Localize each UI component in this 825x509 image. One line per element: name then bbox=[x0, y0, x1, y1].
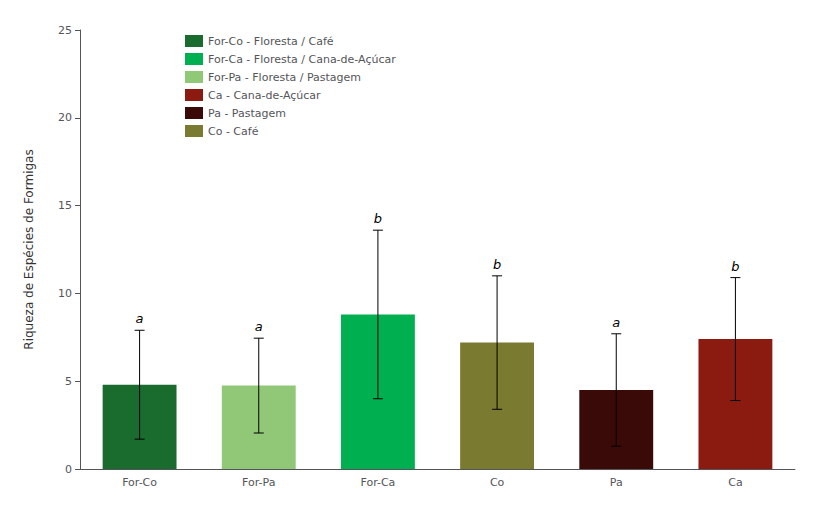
svg-text:For-Co: For-Co bbox=[122, 476, 157, 489]
svg-text:a: a bbox=[612, 315, 620, 330]
svg-text:For-Pa - Floresta / Pastagem: For-Pa - Floresta / Pastagem bbox=[208, 71, 361, 84]
svg-text:a: a bbox=[136, 311, 144, 326]
svg-text:For-Co - Floresta / Café: For-Co - Floresta / Café bbox=[208, 35, 334, 48]
svg-text:Pa: Pa bbox=[610, 476, 623, 489]
svg-text:15: 15 bbox=[58, 199, 72, 212]
svg-text:Pa - Pastagem: Pa - Pastagem bbox=[208, 107, 286, 120]
svg-text:Ca: Ca bbox=[728, 476, 742, 489]
svg-text:Co - Café: Co - Café bbox=[208, 125, 259, 138]
svg-text:b: b bbox=[731, 259, 739, 274]
svg-text:Ca - Cana-de-Açúcar: Ca - Cana-de-Açúcar bbox=[208, 89, 321, 102]
svg-text:For-Ca: For-Ca bbox=[360, 476, 395, 489]
svg-text:b: b bbox=[493, 257, 501, 272]
svg-text:5: 5 bbox=[65, 375, 72, 388]
svg-text:For-Ca - Floresta / Cana-de-Aç: For-Ca - Floresta / Cana-de-Açúcar bbox=[208, 53, 396, 66]
svg-text:For-Pa: For-Pa bbox=[242, 476, 275, 489]
svg-text:10: 10 bbox=[58, 287, 72, 300]
svg-text:b: b bbox=[374, 211, 382, 226]
svg-text:Riqueza de Espécies de Formiga: Riqueza de Espécies de Formigas bbox=[22, 149, 36, 349]
svg-text:20: 20 bbox=[58, 111, 72, 124]
svg-text:Co: Co bbox=[490, 476, 505, 489]
svg-text:0: 0 bbox=[65, 463, 72, 476]
svg-text:25: 25 bbox=[58, 24, 72, 37]
svg-text:a: a bbox=[255, 319, 263, 334]
